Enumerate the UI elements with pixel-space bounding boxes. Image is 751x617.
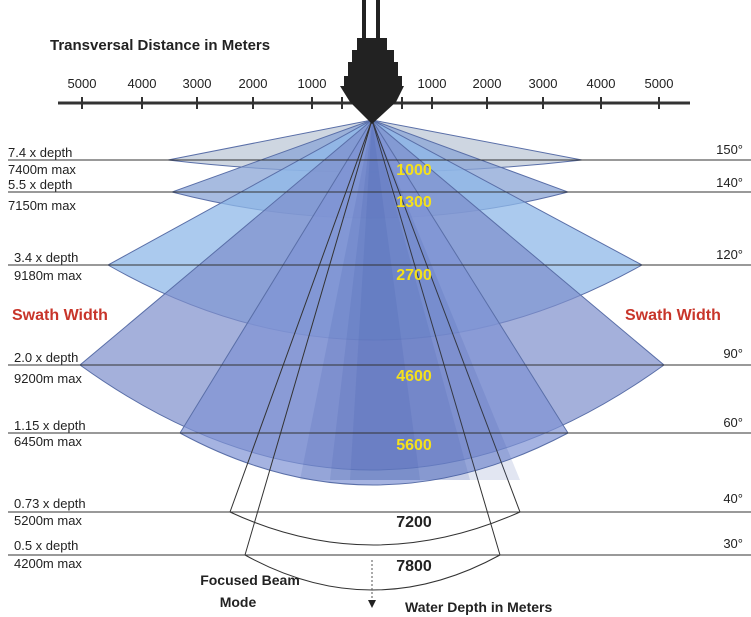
inner-beam [300,120,520,480]
ratio-label: 1.15 x depth [14,418,86,433]
angle-label: 150° [716,142,743,157]
ratio-label: 0.73 x depth [14,496,86,511]
max-label: 4200m max [14,556,82,571]
inner-beam [330,120,470,480]
max-label: 6450m max [14,434,82,449]
depth-axis: Water Depth in Meters [405,599,552,615]
ratio-label: 5.5 x depth [8,177,72,192]
max-label: 5200m max [14,513,82,528]
scale-label: 5000 [68,76,97,91]
angle-label: 40° [723,491,743,506]
depth-label: 2700 [396,267,432,284]
title: Transversal Distance in Meters [50,37,270,54]
max-label: 9180m max [14,268,82,283]
scale-label: 5000 [645,76,674,91]
level-lines [8,159,751,556]
ship [340,0,404,124]
angle-label: 120° [716,247,743,262]
scale-label: 3000 [183,76,212,91]
depth-label: 5600 [396,437,432,454]
ratio-label: 0.5 x depth [14,538,78,553]
inner-beam [350,120,420,480]
scale-label: 1000 [418,76,447,91]
max-label: 9200m max [14,371,82,386]
ratio-label: 7.4 x depth [8,145,72,160]
beam-fan [229,118,521,546]
scale-label: 1000 [298,76,327,91]
scale-label: 3000 [529,76,558,91]
scale-label: 4000 [128,76,157,91]
scale-label: 4000 [587,76,616,91]
swath-right: Swath Width [625,307,721,324]
depth-label: 1000 [396,162,432,179]
focused-beam: Focused Beam [200,572,300,588]
angle-label: 60° [723,415,743,430]
angle-label: 90° [723,346,743,361]
focused-beam: Mode [220,594,257,610]
swath-left: Swath Width [12,307,108,324]
depth-label: 4600 [396,368,432,385]
depth-arrow-head [368,600,376,608]
scale-label: 2000 [473,76,502,91]
ratio-label: 2.0 x depth [14,350,78,365]
depth-label: 7200 [396,514,432,531]
scale-label: 2000 [239,76,268,91]
beam-fan [179,119,569,486]
angle-label: 30° [723,536,743,551]
depth-label: 7800 [396,558,432,575]
max-label: 7150m max [8,198,76,213]
angle-label: 140° [716,175,743,190]
depth-label: 1300 [396,194,432,211]
ratio-label: 3.4 x depth [14,250,78,265]
fans [79,118,665,591]
max-label: 7400m max [8,162,76,177]
